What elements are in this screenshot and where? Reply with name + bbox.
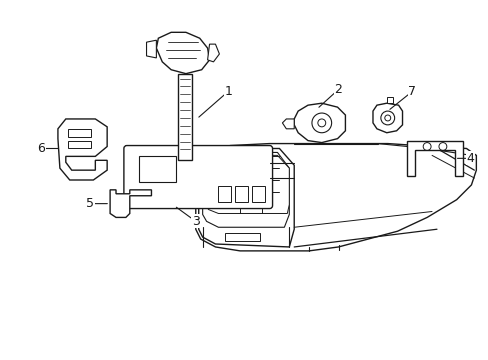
Polygon shape bbox=[198, 148, 294, 247]
Text: 2: 2 bbox=[334, 83, 342, 96]
Bar bbox=[68, 129, 91, 137]
Bar bbox=[139, 156, 176, 182]
Text: 6: 6 bbox=[37, 142, 45, 155]
Circle shape bbox=[317, 119, 325, 127]
Bar bbox=[218, 186, 231, 202]
Text: 4: 4 bbox=[466, 152, 473, 165]
Polygon shape bbox=[110, 190, 151, 217]
Bar bbox=[251, 186, 264, 202]
FancyBboxPatch shape bbox=[123, 145, 272, 208]
Polygon shape bbox=[207, 44, 219, 62]
Polygon shape bbox=[372, 103, 402, 133]
Polygon shape bbox=[202, 152, 289, 227]
Polygon shape bbox=[294, 103, 345, 143]
Text: 1: 1 bbox=[224, 85, 232, 98]
Polygon shape bbox=[282, 119, 294, 129]
Text: 5: 5 bbox=[86, 197, 94, 210]
Bar bbox=[68, 141, 91, 148]
Polygon shape bbox=[386, 97, 392, 103]
Bar bbox=[178, 74, 191, 160]
Bar bbox=[235, 186, 247, 202]
Polygon shape bbox=[146, 40, 156, 58]
Polygon shape bbox=[407, 141, 462, 176]
Polygon shape bbox=[58, 119, 107, 180]
Polygon shape bbox=[156, 32, 209, 74]
Text: 3: 3 bbox=[191, 215, 199, 228]
Polygon shape bbox=[205, 156, 289, 213]
Text: 7: 7 bbox=[407, 85, 415, 98]
Bar bbox=[225, 233, 259, 241]
Polygon shape bbox=[195, 144, 475, 251]
